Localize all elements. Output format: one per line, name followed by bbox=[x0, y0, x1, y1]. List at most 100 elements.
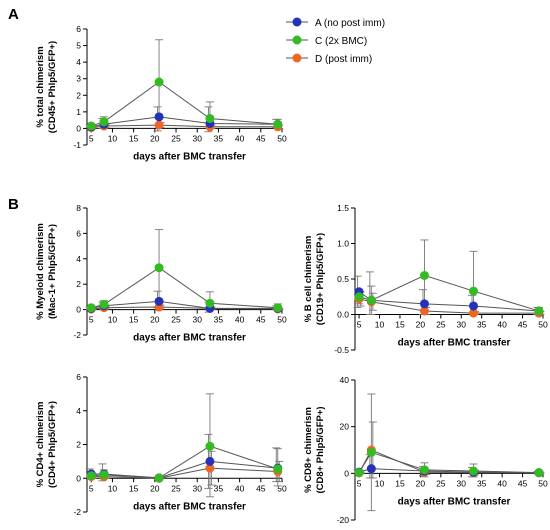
y-axis-label-line: % CD8+ chimerism bbox=[303, 407, 314, 493]
series-line-a bbox=[358, 291, 539, 312]
data-point-c bbox=[354, 292, 364, 302]
data-point-c bbox=[419, 270, 429, 280]
x-tick-label: 35 bbox=[477, 320, 487, 330]
y-axis-label: % CD8+ chimerism(CD8+ Phlp5/GFP+) bbox=[303, 406, 326, 493]
data-point-d bbox=[469, 308, 479, 318]
y-axis-label-line: (CD45+ Phlp5/GFP+) bbox=[47, 41, 58, 133]
series-line-d bbox=[91, 124, 278, 129]
chart-bcell: -0.5 0.0 0.5 1.0 1.5 5 10 15 20 25 30 35 40 45 50 days … bbox=[303, 203, 548, 355]
data-point-a bbox=[366, 464, 376, 474]
y-tick-label: 2 bbox=[76, 440, 81, 450]
x-tick-label: 5 bbox=[357, 478, 362, 488]
panel-letter-a: A bbox=[8, 6, 19, 23]
x-tick-label: 35 bbox=[214, 315, 224, 325]
data-point-c bbox=[86, 121, 96, 131]
data-point-a bbox=[469, 301, 479, 311]
chart-cd8: -20 0 20 40 5 10 15 20 25 30 35 40 45 50 days after BM… bbox=[303, 375, 548, 525]
y-axis-label-line: (CD4+ Phlp5/GFP+) bbox=[47, 401, 58, 488]
data-point-c bbox=[205, 298, 215, 308]
y-tick-label: 1 bbox=[76, 107, 81, 117]
data-point-c bbox=[366, 447, 376, 457]
data-point-a bbox=[205, 456, 215, 466]
data-point-c bbox=[205, 441, 215, 451]
data-point-c bbox=[534, 468, 544, 478]
data-point-c bbox=[366, 295, 376, 305]
legend-marker bbox=[292, 35, 302, 45]
y-tick-label: 0.0 bbox=[337, 310, 349, 320]
y-tick-label: 6 bbox=[76, 372, 81, 382]
x-tick-label: 20 bbox=[150, 483, 160, 493]
x-tick-label: 5 bbox=[89, 133, 94, 143]
y-tick-label: -2 bbox=[73, 330, 81, 340]
y-tick-label: 4 bbox=[76, 254, 81, 264]
x-axis-label: days after BMC transfer bbox=[133, 501, 246, 512]
x-tick-label: 15 bbox=[129, 483, 139, 493]
x-tick-label: 10 bbox=[108, 483, 118, 493]
y-tick-label: -2 bbox=[73, 507, 81, 517]
x-tick-label: 10 bbox=[108, 315, 118, 325]
y-axis-label-line: % Myeloid chimerism bbox=[35, 223, 46, 320]
x-tick-label: 20 bbox=[150, 133, 160, 143]
x-tick-label: 30 bbox=[457, 320, 467, 330]
panel-letter-b: B bbox=[8, 196, 19, 213]
data-point-c bbox=[154, 263, 164, 273]
x-tick-label: 30 bbox=[192, 133, 202, 143]
data-point-c bbox=[154, 473, 164, 483]
y-tick-label: 2 bbox=[76, 279, 81, 289]
y-axis-label: % total chimerism(CD45+ Phlp5/GFP+) bbox=[35, 41, 58, 133]
chart-cd4: -2 0 2 4 6 5 10 15 20 25 30 35 40 45 50 days after BMC … bbox=[35, 372, 287, 517]
x-tick-label: 40 bbox=[235, 315, 245, 325]
legend-marker bbox=[292, 53, 302, 63]
x-axis-label: days after BMC transfer bbox=[133, 333, 246, 344]
x-tick-label: 10 bbox=[375, 478, 385, 488]
data-point-c bbox=[99, 300, 109, 310]
x-tick-label: 35 bbox=[214, 483, 224, 493]
y-tick-label: -20 bbox=[337, 515, 350, 525]
x-tick-label: 35 bbox=[477, 478, 487, 488]
legend-item-c: C (2x BMC) bbox=[286, 35, 367, 47]
series-line-c bbox=[358, 274, 540, 312]
x-tick-label: 45 bbox=[256, 133, 266, 143]
x-tick-label: 20 bbox=[416, 320, 426, 330]
y-tick-label: 40 bbox=[340, 375, 350, 385]
x-tick-label: 50 bbox=[277, 315, 287, 325]
y-tick-label: 0 bbox=[76, 305, 81, 315]
data-point-c bbox=[354, 468, 364, 478]
legend: A (no post imm) C (2x BMC) D (post imm) bbox=[286, 17, 385, 65]
legend-label: A (no post imm) bbox=[315, 18, 385, 29]
legend-item-d: D (post imm) bbox=[286, 53, 372, 65]
data-point-c bbox=[99, 470, 109, 480]
x-tick-label: 45 bbox=[256, 483, 266, 493]
x-tick-label: 25 bbox=[171, 133, 181, 143]
legend-label: C (2x BMC) bbox=[315, 36, 367, 47]
x-tick-label: 30 bbox=[457, 478, 467, 488]
x-tick-label: 25 bbox=[171, 315, 181, 325]
series-line-c bbox=[91, 81, 278, 127]
y-tick-label: 1.0 bbox=[337, 239, 349, 249]
data-point-c bbox=[205, 113, 215, 123]
y-axis-label-line: % CD4+ chimerism bbox=[35, 402, 46, 488]
x-tick-label: 10 bbox=[108, 133, 118, 143]
y-axis-label: % B cell chimerism(CD19+ Phlp5/GFP+) bbox=[303, 233, 326, 325]
x-tick-label: 15 bbox=[395, 320, 405, 330]
x-axis-label: days after BMC transfer bbox=[398, 338, 511, 349]
x-tick-label: 15 bbox=[395, 478, 405, 488]
x-tick-label: 40 bbox=[235, 483, 245, 493]
data-point-c bbox=[534, 306, 544, 316]
y-axis-label-line: % total chimerism bbox=[35, 46, 46, 127]
x-tick-label: 5 bbox=[357, 320, 362, 330]
data-point-c bbox=[273, 119, 283, 129]
x-tick-label: 25 bbox=[171, 483, 181, 493]
data-point-d bbox=[205, 463, 215, 473]
data-point-d bbox=[419, 306, 429, 316]
x-axis-label: days after BMC transfer bbox=[398, 496, 511, 507]
x-tick-label: 50 bbox=[538, 320, 548, 330]
y-tick-label: 5 bbox=[76, 41, 81, 51]
x-tick-label: 25 bbox=[436, 320, 446, 330]
y-tick-label: 8 bbox=[76, 203, 81, 213]
data-point-c bbox=[419, 465, 429, 475]
data-point-a bbox=[154, 296, 164, 306]
x-tick-label: 5 bbox=[89, 483, 94, 493]
data-point-c bbox=[154, 77, 164, 87]
